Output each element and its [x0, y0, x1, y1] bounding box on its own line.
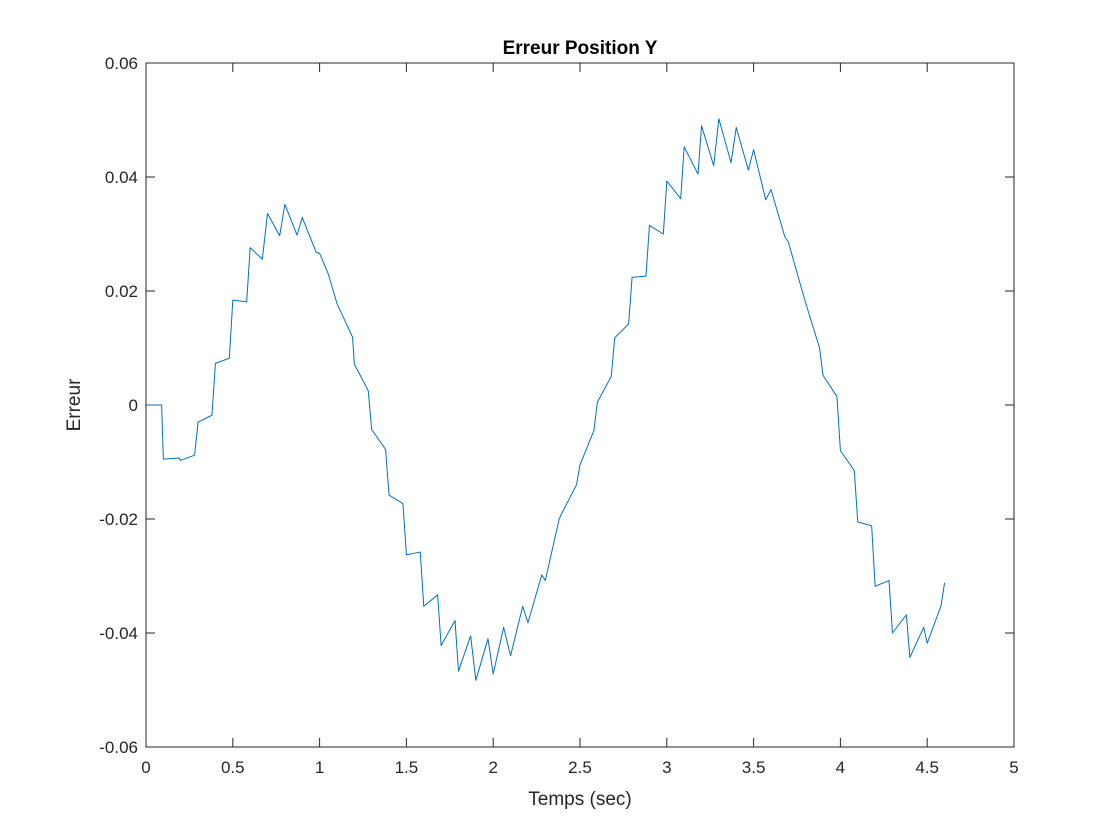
- y-tick-label: -0.04: [99, 624, 138, 643]
- x-tick-label: 3: [662, 758, 671, 777]
- y-tick-label: 0.04: [105, 168, 138, 187]
- y-tick-label: 0.06: [105, 54, 138, 73]
- x-tick-label: 1.5: [395, 758, 419, 777]
- ticks-layer: 0 0.5 1 1.5 2 2.5 3 3.5 4 4.5 5 -0.06 -0.04 -0.02 0 0.0…: [99, 54, 1018, 777]
- x-tick-label: 4.5: [915, 758, 939, 777]
- x-axis-label: Temps (sec): [528, 789, 631, 810]
- x-tick-label: 3.5: [742, 758, 766, 777]
- y-tick-label: 0.02: [105, 282, 138, 301]
- y-axis-label: Erreur: [64, 378, 85, 431]
- plot-area: [146, 63, 1014, 747]
- x-tick-label: 5: [1009, 758, 1018, 777]
- x-tick-label: 2.5: [568, 758, 592, 777]
- chart-title: Erreur Position Y: [503, 38, 658, 59]
- x-tick-label: 0: [141, 758, 150, 777]
- x-tick-label: 1: [315, 758, 324, 777]
- y-tick-label: -0.06: [99, 738, 138, 757]
- y-tick-label: -0.02: [99, 510, 138, 529]
- x-tick-label: 4: [836, 758, 845, 777]
- x-tick-label: 0.5: [221, 758, 245, 777]
- series-line: [146, 118, 946, 681]
- axes-box: [145, 62, 1015, 748]
- x-tick-label: 2: [488, 758, 497, 777]
- y-tick-label: 0: [129, 396, 138, 415]
